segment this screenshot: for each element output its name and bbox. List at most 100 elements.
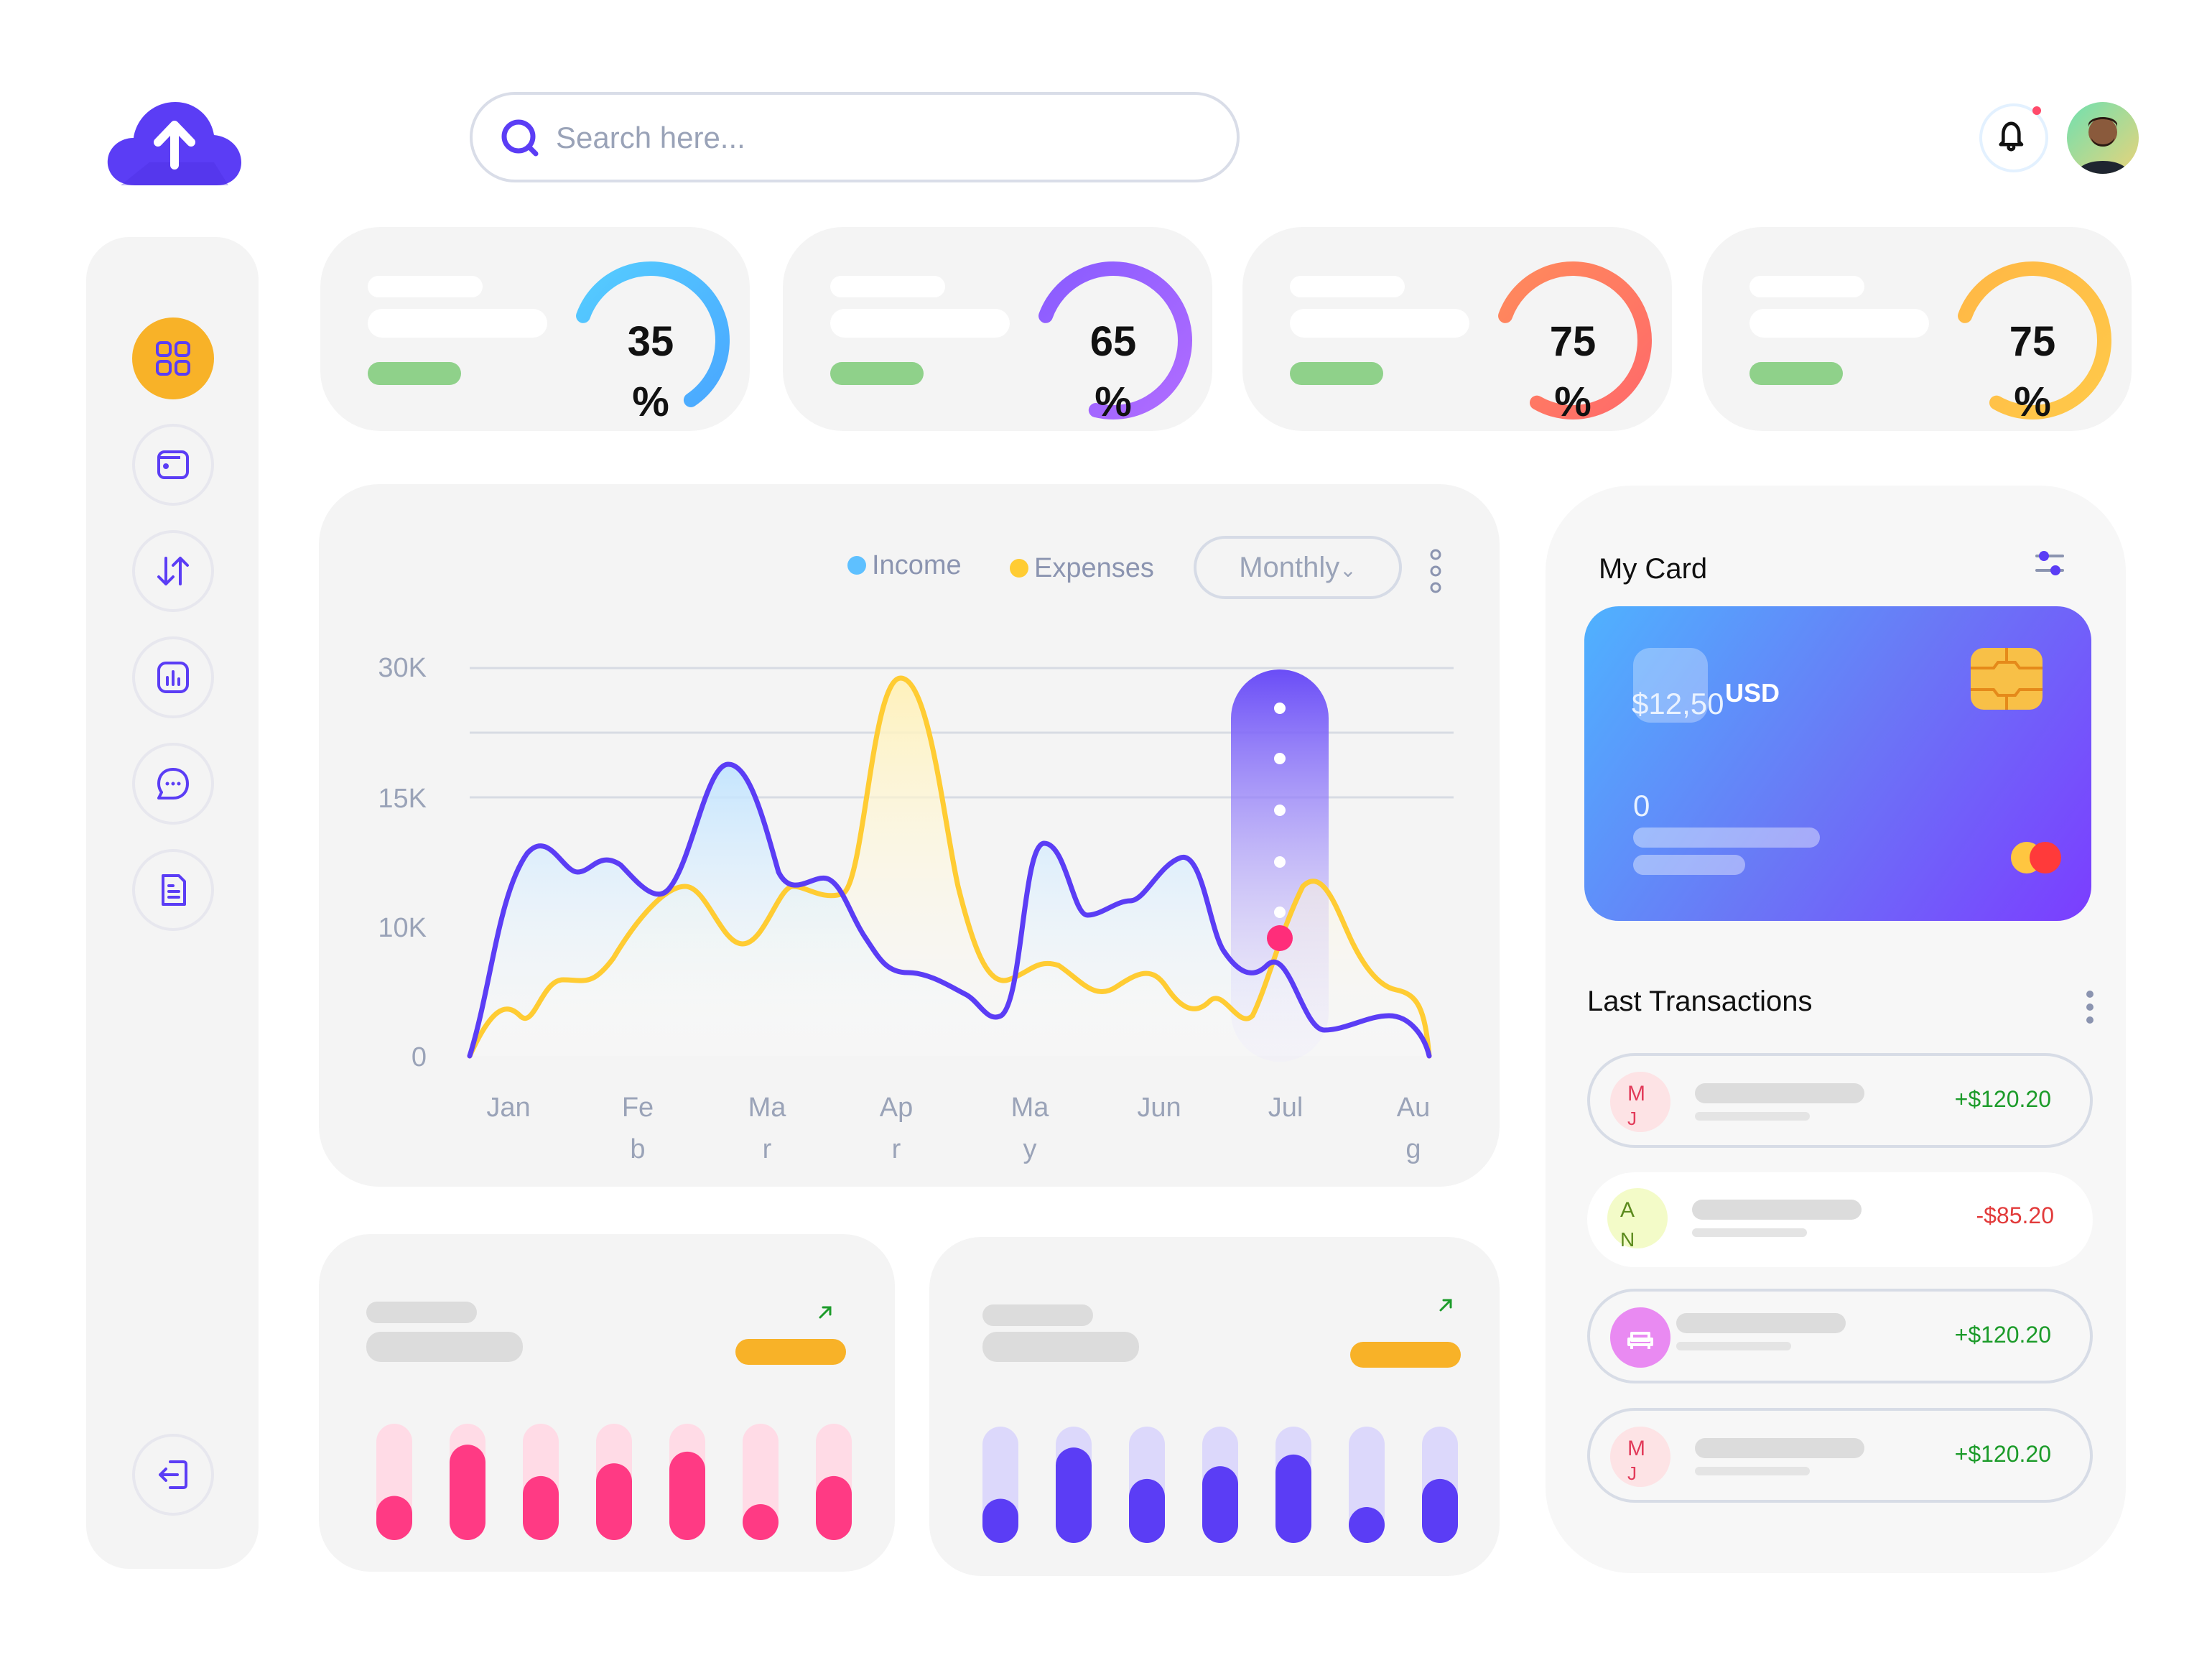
pink-bars-panel [319, 1234, 895, 1572]
more-vertical-icon[interactable] [1425, 547, 1446, 595]
gauge-arc [576, 261, 730, 407]
period-dropdown[interactable]: Monthly⌄ [1194, 536, 1402, 599]
highlight-dots [1274, 703, 1286, 918]
bar [669, 1451, 705, 1540]
bar [1202, 1466, 1238, 1543]
y-tick-label: 10K [378, 913, 427, 943]
nav-logout[interactable] [132, 1434, 214, 1516]
placeholder-line [1695, 1467, 1810, 1475]
transaction-amount: +$120.20 [1954, 1441, 2051, 1467]
placeholder-line [366, 1332, 523, 1362]
nav-documents[interactable] [132, 849, 214, 931]
stat-card-1: 35% [320, 227, 750, 431]
user-photo-icon [2077, 117, 2129, 174]
nav-transfers[interactable] [132, 530, 214, 612]
progress-gauge [1498, 261, 1652, 420]
transaction-avatar [1610, 1307, 1670, 1368]
y-tick-label: 30K [378, 653, 427, 683]
stat-card-4: 75% [1702, 227, 2132, 431]
stat-value: 65% [1089, 318, 1137, 425]
card-number: 0 [1633, 789, 1650, 822]
progress-gauge [576, 261, 730, 407]
credit-card[interactable]: $12,50 USD 0 [1584, 606, 2091, 921]
placeholder-line [368, 309, 547, 338]
cloud-upload-icon[interactable] [106, 93, 243, 187]
bar [743, 1504, 779, 1540]
income-line [467, 761, 1432, 1059]
more-vertical-icon[interactable] [2081, 990, 2099, 1024]
logout-icon [159, 1460, 187, 1489]
search-bar[interactable] [470, 92, 1240, 182]
placeholder-line [1749, 276, 1864, 297]
x-tick-label: Ma y [1011, 1093, 1050, 1164]
placeholder-line [1695, 1083, 1864, 1103]
placeholder-bar [735, 1339, 846, 1365]
transaction-avatar: A N [1607, 1188, 1668, 1251]
placeholder-bar [368, 362, 461, 385]
transaction-avatar: M J [1610, 1427, 1670, 1487]
card-glass-square [1633, 648, 1708, 723]
nav-dashboard[interactable] [132, 317, 214, 399]
transaction-amount: +$120.20 [1954, 1322, 2051, 1348]
transaction-row[interactable]: M J +$120.20 [1587, 1053, 2093, 1148]
transaction-amount: -$85.20 [1976, 1202, 2054, 1228]
placeholder-line [1633, 828, 1820, 848]
transaction-row[interactable]: M J +$120.20 [1587, 1408, 2093, 1503]
placeholder-line [982, 1304, 1093, 1326]
x-tick-label: Fe b [622, 1093, 654, 1164]
placeholder-bar [830, 362, 924, 385]
trend-up-icon [1439, 1299, 1452, 1312]
purple-bars-panel [929, 1237, 1500, 1576]
notifications-button[interactable] [1979, 103, 2048, 172]
legend-income[interactable]: Income [847, 550, 962, 581]
gauge-arc [1958, 261, 2111, 420]
user-avatar[interactable] [2067, 102, 2139, 174]
purple-bar-chart [982, 1427, 1458, 1543]
placeholder-line [830, 309, 1010, 338]
stat-value: 35% [627, 318, 674, 425]
sliders-icon[interactable] [2034, 547, 2065, 579]
placeholder-line [1692, 1228, 1807, 1237]
stat-value: 75% [1549, 318, 1597, 425]
bar [1129, 1478, 1165, 1543]
trend-up-icon [819, 1306, 832, 1319]
my-card-title: My Card [1599, 553, 1708, 585]
bar [1349, 1507, 1385, 1543]
transaction-row[interactable]: +$120.20 [1587, 1289, 2093, 1383]
placeholder-line [1676, 1342, 1791, 1350]
report-chart-icon [157, 662, 189, 693]
search-input[interactable] [556, 109, 1202, 167]
income-expenses-chart: 30K 15K 10K 0 Jan Fe b Ma r Ap r Ma y Jun Jul Au g [378, 653, 1454, 1164]
placeholder-bar [1749, 362, 1843, 385]
highlight-point[interactable] [1267, 925, 1293, 951]
legend-expenses[interactable]: Expenses [1010, 553, 1154, 584]
gauge-arc [1038, 261, 1192, 420]
bar [1275, 1454, 1311, 1543]
x-tick-label: Jan [486, 1093, 530, 1123]
transfer-arrows-icon [157, 557, 189, 585]
nav-messages[interactable] [132, 743, 214, 825]
stat-value: 75% [2009, 318, 2056, 425]
pink-bar-chart [376, 1424, 852, 1540]
transaction-avatar: M J [1610, 1072, 1670, 1132]
bar [450, 1445, 485, 1540]
armchair-icon [1627, 1332, 1653, 1349]
legend-dot [847, 556, 866, 575]
transaction-amount: +$120.20 [1954, 1086, 2051, 1112]
placeholder-line [1695, 1112, 1810, 1121]
x-tick-label: Jun [1137, 1093, 1181, 1123]
placeholder-bar [1350, 1342, 1461, 1368]
placeholder-line [366, 1302, 477, 1323]
nav-reports[interactable] [132, 636, 214, 718]
transaction-row[interactable]: A N -$85.20 [1587, 1172, 2093, 1267]
progress-gauge [1038, 261, 1192, 420]
nav-wallet[interactable] [132, 424, 214, 506]
card-currency: USD [1725, 678, 1780, 708]
card-balance: $12,50 [1632, 687, 1724, 720]
x-tick-label: Ma r [748, 1093, 787, 1164]
legend-dot [1010, 559, 1028, 578]
card-chip-icon [1971, 648, 2043, 710]
bar [523, 1475, 559, 1540]
document-icon [162, 874, 186, 906]
bar [376, 1496, 412, 1540]
